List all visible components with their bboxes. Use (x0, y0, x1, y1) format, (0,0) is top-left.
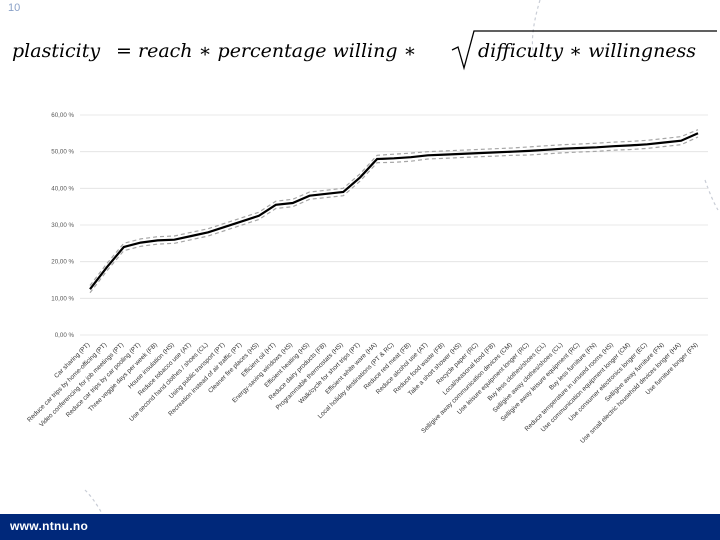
y-tick-label: 0,00 % (55, 332, 75, 339)
formula-rhs: reach ∗ percentage willing ∗ (138, 40, 416, 62)
series-line-plasticity (89, 132, 699, 290)
y-tick-label: 30,00 % (51, 222, 74, 229)
plasticity-chart: 0,00 % 10,00 % 20,00 % 30,00 % 40,00 % 50,00 … (0, 95, 720, 510)
footer-url: www.ntnu.no (10, 519, 89, 533)
formula-radicand: difficulty ∗ willingness (478, 40, 696, 62)
formula-equals: = (116, 40, 132, 62)
y-tick-label: 20,00 % (51, 259, 74, 266)
series-line-lower-bound (89, 136, 699, 294)
y-tick-label: 50,00 % (51, 149, 74, 156)
footer-bar: www.ntnu.no (0, 514, 720, 540)
formula-lhs: plasticity (12, 40, 100, 62)
y-tick-label: 60,00 % (51, 112, 74, 119)
plasticity-formula: plasticity = reach ∗ percentage willing … (12, 30, 717, 71)
y-tick-label: 10,00 % (51, 295, 74, 302)
slide-number: 10 (8, 2, 21, 14)
series-line-upper-bound (89, 129, 699, 286)
y-tick-label: 40,00 % (51, 185, 74, 192)
sqrt-sign (451, 30, 717, 71)
line-chart: 0,00 % 10,00 % 20,00 % 30,00 % 40,00 % 50,00 … (26, 112, 708, 445)
